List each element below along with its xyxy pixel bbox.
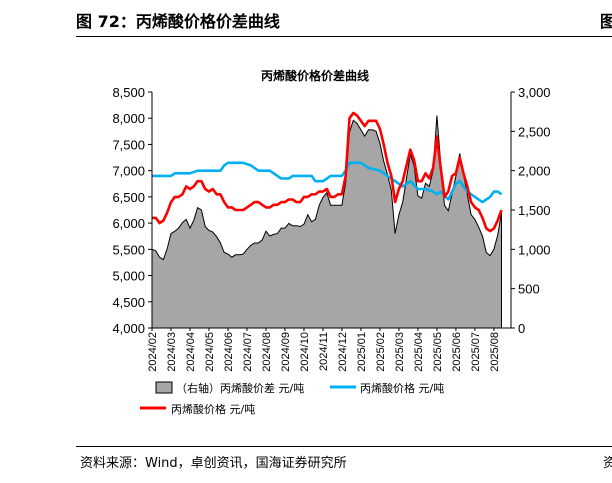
axes: 4,000 4,500 5,000 5,500 6,000 6,500 7,000 7,500… [112, 85, 550, 372]
right-tick-label: 500 [518, 282, 540, 297]
figure-header: 图 72：丙烯酸价格价差曲线 [76, 12, 280, 31]
plot-area [151, 111, 503, 329]
left-tick-label: 6,500 [112, 190, 145, 205]
source-note: 资料来源：Wind，卓创资讯，国海证券研究所 [80, 456, 347, 471]
x-tick-label: 2025/03 [394, 332, 406, 372]
x-tick-label: 2024/02 [147, 332, 159, 372]
x-tick-label: 2025/07 [470, 332, 482, 372]
legend-swatch-spread [155, 381, 173, 394]
left-tick-label: 4,000 [112, 321, 145, 336]
x-tick-label: 2025/04 [413, 332, 425, 372]
header-rule [76, 36, 612, 37]
x-tick-label: 2025/02 [375, 332, 387, 372]
left-tick-label: 7,500 [112, 137, 145, 152]
left-tick-label: 8,000 [112, 111, 145, 126]
x-tick-label: 2024/10 [299, 332, 311, 372]
right-tick-label: 2,000 [518, 164, 551, 179]
chart-title: 丙烯酸价格价差曲线 [261, 68, 369, 83]
right-tick-label: 0 [518, 321, 525, 336]
x-tick-label: 2024/04 [185, 332, 197, 372]
x-tick-label: 2024/05 [204, 332, 216, 372]
right-tick-label: 1,500 [518, 203, 551, 218]
x-tick-label: 2025/06 [451, 332, 463, 372]
x-tick-label: 2025/01 [356, 332, 368, 372]
x-tick-label: 2024/06 [223, 332, 235, 372]
left-tick-label: 8,500 [112, 85, 145, 100]
x-tick-label: 2024/11 [318, 332, 330, 371]
figure-right-mark: 图 [600, 12, 612, 31]
right-tick-label: 3,000 [518, 85, 551, 100]
left-tick-label: 6,000 [112, 216, 145, 231]
legend-label-price-red: 丙烯酸价格 元/吨 [171, 402, 255, 416]
x-tick-label: 2024/08 [261, 332, 273, 372]
x-tick-label: 2025/08 [489, 332, 501, 372]
legend-label-price-blue: 丙烯酸价格 元/吨 [360, 381, 444, 395]
left-tick-label: 5,500 [112, 242, 145, 257]
left-tick-label: 4,500 [112, 295, 145, 310]
legend-label-spread: （右轴）丙烯酸价差 元/吨 [176, 381, 304, 395]
x-tick-label: 2025/05 [432, 332, 444, 372]
footer-rule [76, 446, 612, 447]
left-tick-label: 7,000 [112, 164, 145, 179]
series-price-red-line [152, 111, 503, 233]
x-tick-label: 2024/07 [242, 332, 254, 372]
right-tick-label: 1,000 [518, 242, 551, 257]
series-spread-area [151, 115, 502, 329]
right-tick-label: 2,500 [518, 124, 551, 139]
x-tick-label: 2024/12 [337, 332, 349, 372]
left-tick-label: 5,000 [112, 269, 145, 284]
source-right-mark: 资 [603, 456, 612, 471]
x-tick-label: 2024/09 [280, 332, 292, 372]
x-tick-label: 2024/03 [166, 332, 178, 372]
